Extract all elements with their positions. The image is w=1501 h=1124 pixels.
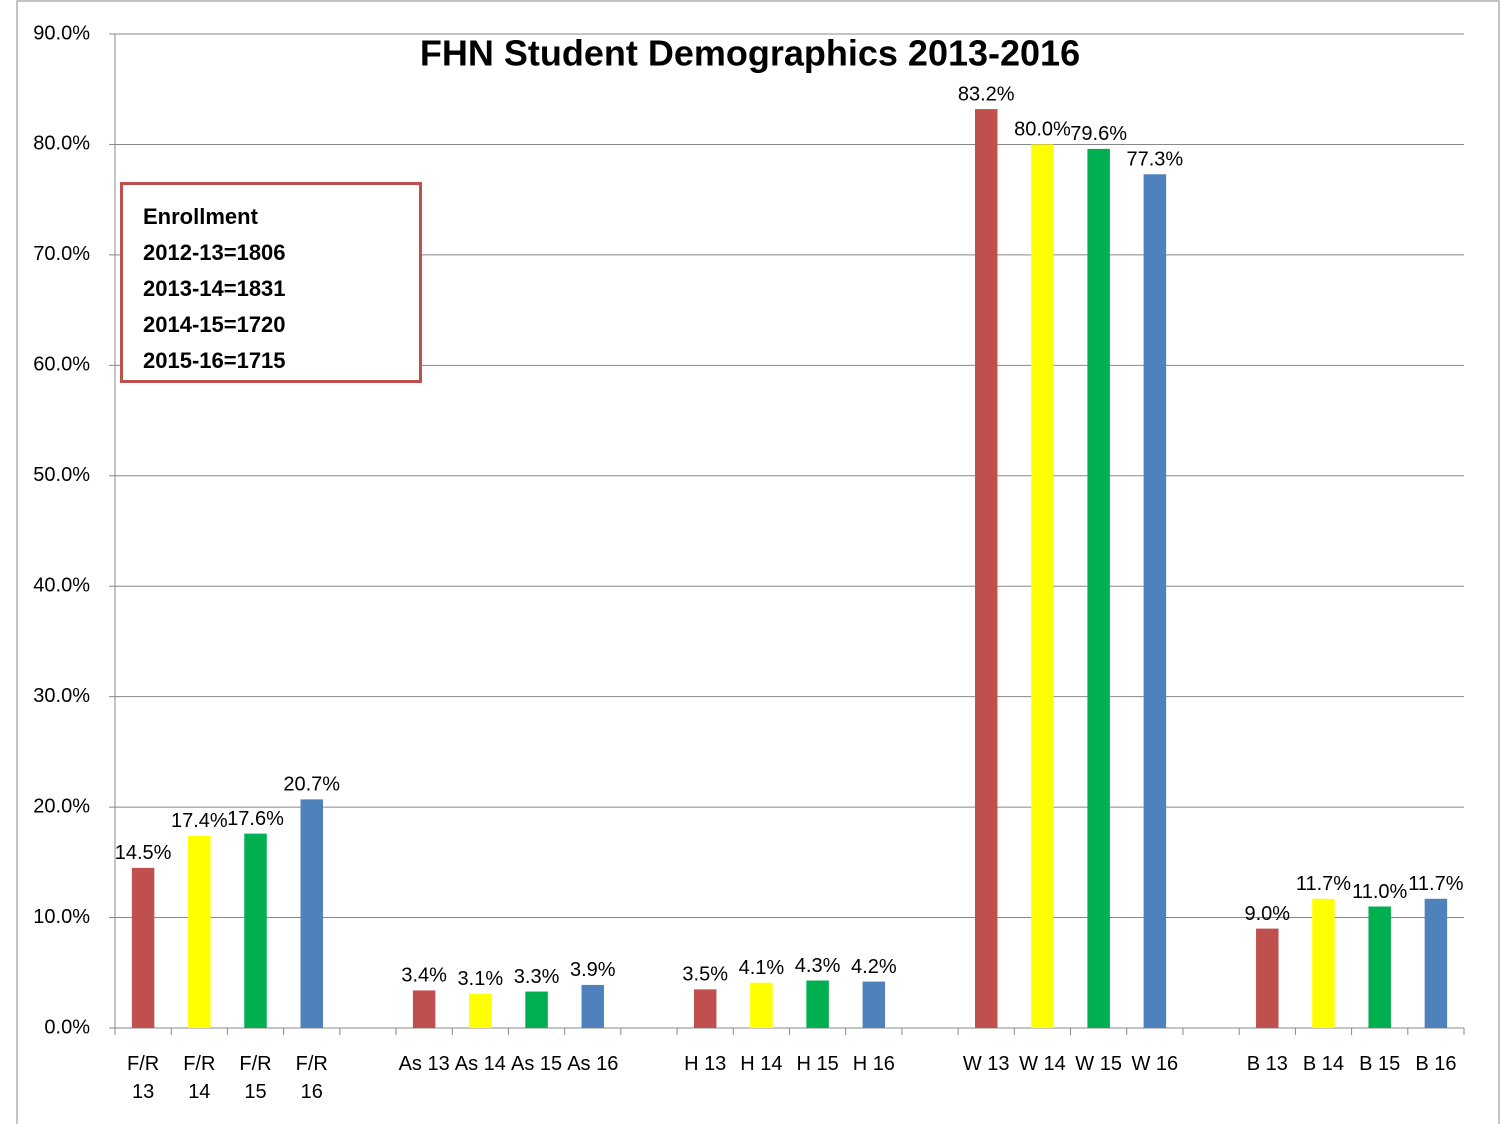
annotation-line: 2014-15=1720 — [143, 312, 286, 337]
bar — [1143, 174, 1167, 1028]
y-tick-label: 0.0% — [44, 1016, 90, 1038]
bar — [244, 833, 267, 1028]
frame — [16, 0, 1500, 1124]
y-tick-label: 20.0% — [33, 795, 90, 817]
bar — [300, 799, 323, 1028]
value-label: 17.6% — [227, 808, 284, 830]
value-label: 17.4% — [171, 810, 228, 832]
bar — [131, 867, 155, 1028]
x-tick-label: B 15 — [1359, 1053, 1401, 1075]
x-tick-label: F/R 14 — [183, 1053, 216, 1103]
bar — [1368, 906, 1391, 1028]
x-tick-label: As 16 — [567, 1053, 619, 1075]
bar — [974, 109, 998, 1028]
bar — [693, 989, 717, 1028]
x-tick-label: H 14 — [740, 1053, 783, 1075]
x-tick-label: H 16 — [852, 1053, 895, 1075]
x-tick-label: H 13 — [684, 1053, 727, 1075]
value-label: 3.3% — [514, 966, 560, 988]
x-tick-label: W 13 — [962, 1053, 1010, 1075]
value-label: 20.7% — [283, 774, 340, 796]
x-tick-label: W 14 — [1019, 1053, 1066, 1075]
bar — [469, 993, 492, 1028]
annotation-line: Enrollment — [143, 204, 258, 229]
x-tick-label: As 15 — [510, 1053, 563, 1075]
x-tick-label: As 14 — [454, 1053, 506, 1075]
bar — [1087, 148, 1110, 1028]
value-label: 83.2% — [958, 83, 1015, 105]
value-label: 3.9% — [570, 959, 616, 981]
y-tick-label: 10.0% — [33, 906, 90, 928]
bar — [1031, 144, 1054, 1028]
y-tick-label: 60.0% — [33, 354, 90, 376]
value-label: 80.0% — [1014, 119, 1071, 141]
chart-title: FHN Student Demographics 2013-2016 — [420, 33, 1080, 74]
y-tick-label: 70.0% — [33, 243, 90, 265]
bar — [1312, 898, 1335, 1028]
y-tick-label: 40.0% — [33, 575, 90, 597]
enrollment-box: Enrollment 2012-13=1806 2013-14=1831 2014-1… — [120, 182, 422, 383]
value-label: 4.3% — [795, 955, 841, 977]
y-tick-label: 80.0% — [33, 133, 90, 155]
annotation-line: 2013-14=1831 — [143, 276, 286, 301]
x-tick-label: B 14 — [1302, 1053, 1345, 1075]
value-label: 4.2% — [851, 956, 897, 978]
bar — [188, 835, 211, 1028]
x-tick-label: F/R 16 — [295, 1053, 328, 1103]
bar — [862, 981, 886, 1028]
value-label: 79.6% — [1070, 123, 1127, 145]
annotation-line: 2012-13=1806 — [143, 240, 286, 265]
value-label: 11.0% — [1352, 881, 1407, 903]
x-tick-label: W 16 — [1131, 1053, 1179, 1075]
y-tick-label: 50.0% — [33, 464, 90, 486]
value-label: 9.0% — [1244, 903, 1290, 925]
x-tick-label: F/R 15 — [239, 1053, 272, 1103]
bar — [1256, 928, 1279, 1028]
value-label: 3.5% — [682, 964, 728, 986]
value-label: 3.1% — [458, 968, 504, 990]
bar — [412, 990, 436, 1028]
value-label: 11.7% — [1296, 873, 1351, 895]
bar — [581, 984, 605, 1028]
y-tick-label: 30.0% — [33, 685, 90, 707]
bar — [1424, 898, 1448, 1028]
bar — [525, 991, 548, 1028]
value-label: 77.3% — [1126, 149, 1183, 171]
annotation-line: 2015-16=1715 — [143, 348, 286, 373]
value-label: 11.7% — [1408, 873, 1463, 895]
y-tick-label: 90.0% — [33, 22, 90, 44]
bar — [806, 980, 829, 1028]
x-tick-label: As 13 — [398, 1053, 450, 1075]
value-label: 4.1% — [739, 957, 785, 979]
bar — [750, 982, 773, 1028]
value-label: 14.5% — [115, 842, 172, 864]
x-tick-label: F/R 13 — [126, 1053, 160, 1103]
x-tick-label: H 15 — [796, 1053, 839, 1075]
x-tick-label: B 13 — [1246, 1053, 1288, 1075]
value-label: 3.4% — [401, 965, 447, 987]
x-tick-label: W 15 — [1075, 1053, 1122, 1075]
x-tick-label: B 16 — [1415, 1053, 1457, 1075]
